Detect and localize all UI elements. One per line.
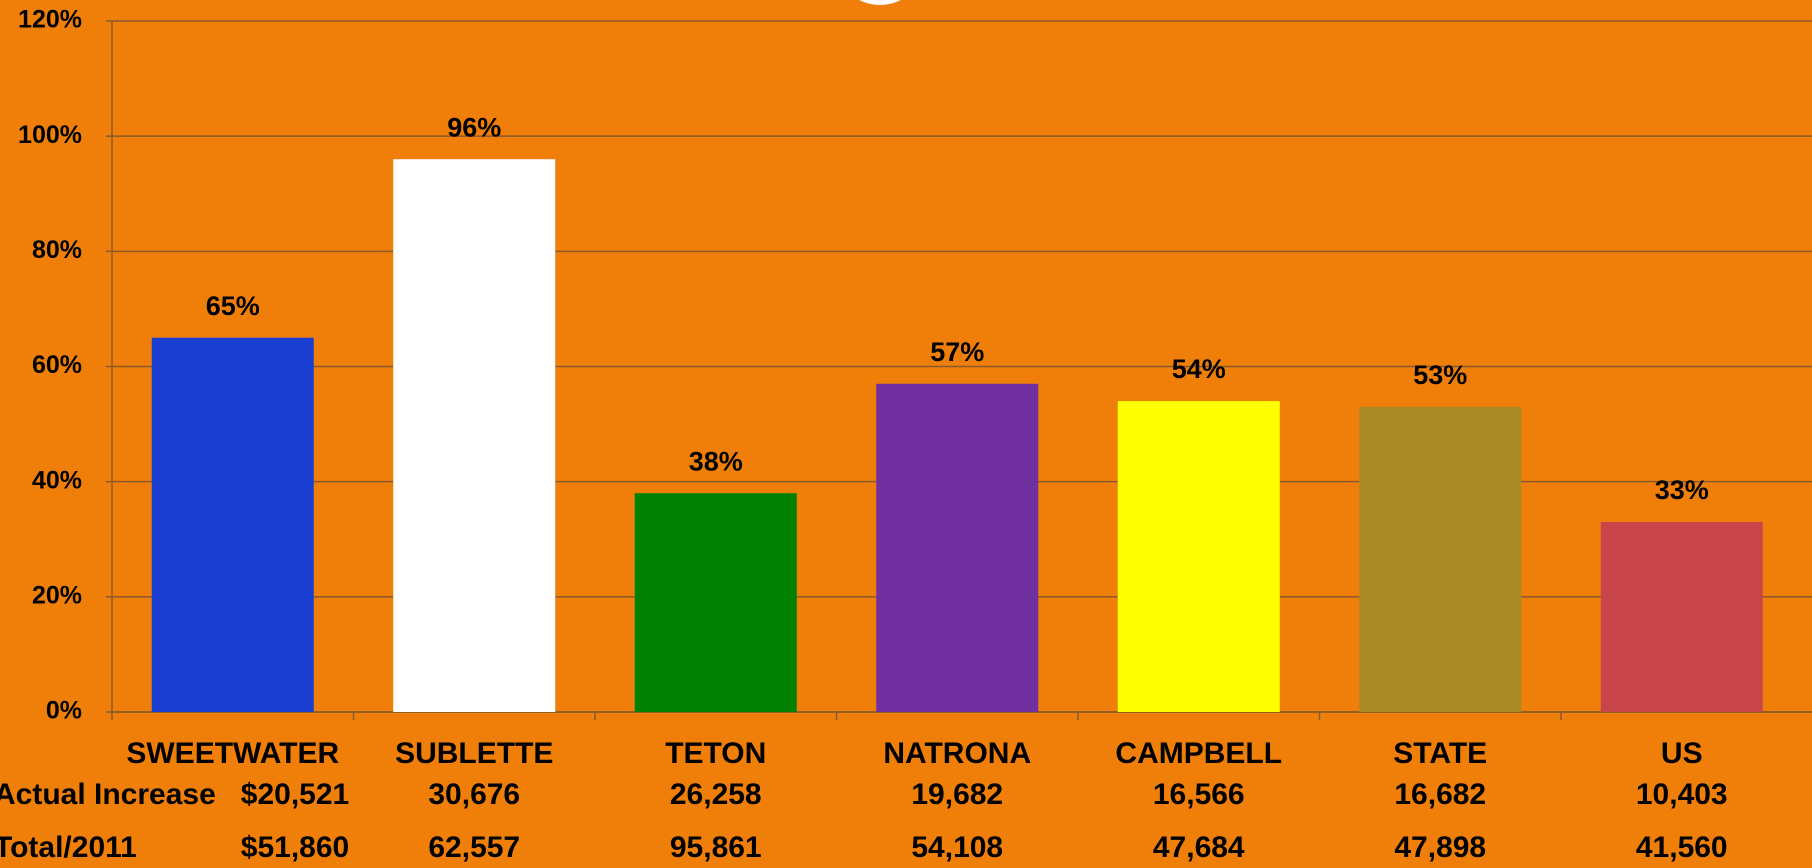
- row-value: 30,676: [428, 778, 520, 811]
- row-value: $51,860: [241, 831, 349, 864]
- bar: [1117, 401, 1280, 712]
- value-label: 54%: [1172, 354, 1226, 384]
- bar: [151, 337, 314, 712]
- bar: [1600, 521, 1763, 712]
- x-tick-label: SWEETWATER: [126, 737, 339, 770]
- bar: [876, 383, 1039, 712]
- bar: [393, 159, 556, 712]
- row-value: 95,861: [670, 831, 762, 864]
- row-value: 26,258: [670, 778, 762, 811]
- row-value: 10,403: [1636, 778, 1728, 811]
- row-value: 47,898: [1394, 831, 1486, 864]
- x-tick-label: CAMPBELL: [1115, 737, 1282, 770]
- y-tick-label: 20%: [32, 581, 82, 609]
- row-label: Total/2011: [0, 831, 137, 864]
- row-value: 47,684: [1153, 831, 1245, 864]
- row-value: 54,108: [911, 831, 1003, 864]
- y-tick-label: 40%: [32, 466, 82, 494]
- value-label: 57%: [930, 337, 984, 367]
- decoration-circle: [859, 0, 901, 5]
- value-label: 53%: [1413, 360, 1467, 390]
- x-tick-label: STATE: [1393, 737, 1487, 770]
- row-value: 62,557: [428, 831, 520, 864]
- value-label: 65%: [206, 291, 260, 321]
- value-label: 38%: [689, 446, 743, 476]
- row-value: 16,566: [1153, 778, 1245, 811]
- y-tick-label: 120%: [18, 6, 82, 34]
- row-value: 19,682: [911, 778, 1003, 811]
- row-label: Actual Increase: [0, 778, 216, 811]
- row-value: 16,682: [1394, 778, 1486, 811]
- x-tick-label: NATRONA: [883, 737, 1031, 770]
- value-label: 33%: [1655, 475, 1709, 505]
- bar: [634, 493, 797, 712]
- y-tick-label: 100%: [18, 121, 82, 149]
- y-tick-label: 60%: [32, 351, 82, 379]
- x-tick-label: US: [1661, 737, 1703, 770]
- y-tick-label: 0%: [46, 697, 82, 725]
- y-tick-label: 80%: [32, 236, 82, 264]
- bar: [1359, 406, 1522, 712]
- x-tick-label: TETON: [665, 737, 766, 770]
- row-value: 41,560: [1636, 831, 1728, 864]
- value-label: 96%: [447, 112, 501, 142]
- x-tick-label: SUBLETTE: [395, 737, 553, 770]
- row-value: $20,521: [241, 778, 349, 811]
